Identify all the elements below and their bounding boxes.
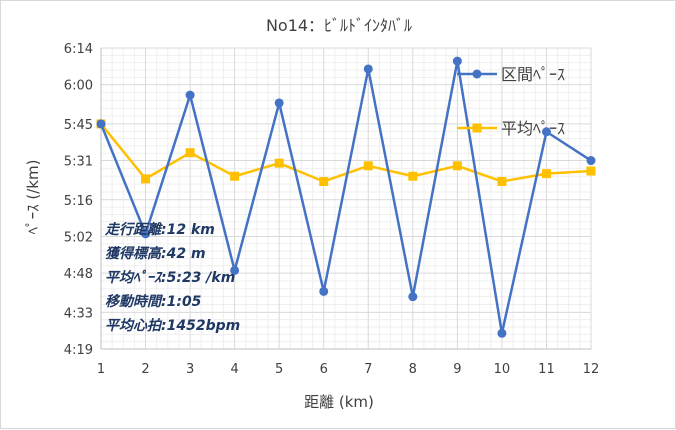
y-tick-label: 6:00 <box>64 79 93 94</box>
x-tick-label: 8 <box>409 362 417 377</box>
data-point <box>452 161 462 171</box>
stat-average-pace: 平均ﾍﾟｰｽ:5:23 /km <box>105 269 235 286</box>
series-interval-pace <box>96 56 596 338</box>
data-point <box>274 158 284 168</box>
data-point <box>408 171 418 181</box>
data-point <box>185 148 195 158</box>
stat-moving-time: 移動時間:1:05 <box>105 293 202 310</box>
x-tick-label: 1 <box>97 362 105 377</box>
data-point <box>541 127 551 137</box>
y-tick-label: 4:33 <box>64 306 93 321</box>
y-tick-label: 5:16 <box>64 194 93 209</box>
x-tick-label: 6 <box>320 362 328 377</box>
axes <box>100 48 591 350</box>
series-layer <box>96 56 596 338</box>
data-point <box>363 64 373 74</box>
series-line <box>100 123 592 183</box>
data-point <box>497 328 507 338</box>
data-point <box>141 229 151 239</box>
x-tick-label: 2 <box>141 362 149 377</box>
gridlines <box>100 47 592 350</box>
legend-swatch-marker <box>472 69 482 79</box>
stat-elevation-gain: 獲得標高:42 m <box>105 245 206 262</box>
stat-average-heart-rate: 平均心拍:1452bpm <box>105 317 240 334</box>
data-point <box>319 286 329 296</box>
y-tick-label: 5:45 <box>64 118 93 133</box>
x-axis-label: 距離 (km) <box>304 393 374 411</box>
data-point <box>452 56 462 66</box>
data-point <box>363 161 373 171</box>
legend: 区間ﾍﾟｰｽ 平均ﾍﾟｰｽ <box>457 65 565 138</box>
tick-labels: 6:146:005:455:315:165:024:484:334:191 2 3 4… <box>64 42 599 377</box>
y-tick-label: 5:31 <box>64 155 93 170</box>
stat-distance: 走行距離:12 km <box>104 221 215 238</box>
x-tick-label: 3 <box>186 362 194 377</box>
stats-annotation: 走行距離:12 km 獲得標高:42 m 平均ﾍﾟｰｽ:5:23 /km 移動時… <box>104 221 240 334</box>
legend-swatch-marker <box>472 123 482 133</box>
y-tick-label: 5:02 <box>64 230 93 245</box>
data-point <box>541 169 551 179</box>
data-point <box>586 156 596 166</box>
data-point <box>274 98 284 108</box>
legend-label: 区間ﾍﾟｰｽ <box>501 65 565 84</box>
x-tick-label: 4 <box>230 362 238 377</box>
y-axis-label: ﾍﾟｰｽ (/km) <box>24 160 42 235</box>
x-tick-label: 7 <box>364 362 372 377</box>
y-tick-label: 6:14 <box>64 42 93 57</box>
legend-label: 平均ﾍﾟｰｽ <box>501 119 565 138</box>
chart-title: No14：ﾋﾞﾙﾄﾞｲﾝﾀﾊﾞﾙ <box>266 16 412 35</box>
y-tick-label: 4:19 <box>64 343 93 358</box>
data-point <box>185 90 195 100</box>
series-average-pace <box>96 119 596 186</box>
data-point <box>408 292 418 302</box>
y-tick-label: 4:48 <box>64 267 93 282</box>
data-point <box>230 265 240 275</box>
data-point <box>586 166 596 176</box>
x-tick-label: 5 <box>275 362 283 377</box>
x-tick-label: 10 <box>494 362 511 377</box>
legend-item-interval-pace: 区間ﾍﾟｰｽ <box>457 65 565 84</box>
series-line <box>99 59 592 335</box>
x-tick-label: 11 <box>538 362 555 377</box>
data-point <box>497 176 507 186</box>
data-point <box>230 171 240 181</box>
data-point <box>96 119 106 129</box>
x-tick-label: 9 <box>453 362 461 377</box>
x-tick-label: 12 <box>583 362 600 377</box>
data-point <box>319 176 329 186</box>
data-point <box>141 174 151 184</box>
legend-item-average-pace: 平均ﾍﾟｰｽ <box>457 119 565 138</box>
